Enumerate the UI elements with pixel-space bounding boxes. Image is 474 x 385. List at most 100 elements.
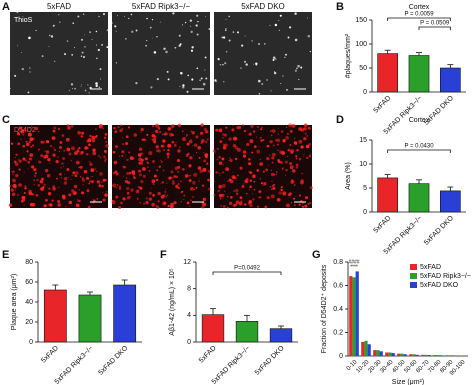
speckle xyxy=(60,167,63,169)
speckle xyxy=(23,199,26,202)
speckle xyxy=(80,86,82,87)
stain-label: D54D2 xyxy=(14,127,36,134)
speckle xyxy=(300,128,304,132)
speckle xyxy=(235,200,240,205)
speckle xyxy=(257,205,260,208)
speckle xyxy=(177,183,180,186)
speckle xyxy=(52,129,56,133)
speckle xyxy=(12,173,14,176)
speckle xyxy=(299,194,302,197)
speckle xyxy=(274,58,277,60)
speckle xyxy=(155,145,159,149)
speckle xyxy=(102,198,106,202)
speckle xyxy=(57,156,59,158)
speckle xyxy=(97,155,100,158)
speckle xyxy=(191,130,195,135)
speckle xyxy=(59,140,63,144)
speckle xyxy=(202,82,206,86)
speckle xyxy=(125,177,128,179)
speckle xyxy=(112,172,116,175)
speckle xyxy=(295,157,298,160)
speckle xyxy=(164,190,167,193)
speckle xyxy=(241,124,244,126)
speckle xyxy=(21,195,26,200)
speckle xyxy=(67,176,69,178)
speckle xyxy=(151,18,154,21)
speckle xyxy=(58,146,62,149)
speckle xyxy=(95,84,98,88)
speckle xyxy=(258,146,260,148)
speckle xyxy=(90,168,95,173)
speckle xyxy=(218,193,223,198)
speckle xyxy=(191,145,193,147)
speckle xyxy=(139,201,142,204)
speckle xyxy=(156,36,158,38)
speckle xyxy=(263,182,267,186)
speckle xyxy=(150,187,152,189)
speckle xyxy=(68,152,72,156)
speckle xyxy=(207,178,210,182)
speckle xyxy=(294,38,298,42)
speckle xyxy=(280,186,284,189)
speckle xyxy=(279,14,282,17)
speckle xyxy=(234,188,239,193)
speckle xyxy=(243,183,245,185)
speckle xyxy=(99,68,102,71)
speckle xyxy=(72,22,75,25)
p-value: P = 0.0430 xyxy=(404,144,434,150)
speckle xyxy=(172,177,174,179)
speckle xyxy=(144,157,148,161)
speckle xyxy=(148,197,152,201)
speckle xyxy=(88,143,91,147)
y-tick-label: 60 xyxy=(25,279,33,286)
speckle xyxy=(95,30,98,33)
speckle xyxy=(285,174,287,176)
speckle xyxy=(22,133,25,136)
speckle xyxy=(172,180,175,183)
speckle xyxy=(66,137,70,142)
speckle xyxy=(34,126,39,131)
speckle xyxy=(30,145,33,148)
speckle xyxy=(222,133,225,136)
speckle xyxy=(88,160,90,162)
speckle xyxy=(151,179,156,184)
speckle xyxy=(97,48,101,52)
speckle xyxy=(271,185,274,188)
speckle xyxy=(301,172,303,175)
speckle xyxy=(225,167,230,171)
bracket xyxy=(418,26,451,30)
speckle xyxy=(87,138,92,143)
speckle xyxy=(271,156,275,160)
speckle xyxy=(140,152,144,156)
speckle xyxy=(208,28,211,31)
speckle xyxy=(190,139,192,141)
speckle xyxy=(289,192,291,194)
speckle xyxy=(200,77,203,80)
speckle xyxy=(274,23,278,27)
speckle xyxy=(171,140,175,144)
speckle xyxy=(232,171,234,173)
legend-label: 5xFAD DKO xyxy=(420,282,459,289)
speckle xyxy=(170,170,174,174)
speckle xyxy=(14,162,19,167)
speckle xyxy=(305,144,310,149)
speckle xyxy=(48,46,50,48)
speckle xyxy=(288,26,292,29)
speckle xyxy=(227,180,229,182)
speckle xyxy=(75,160,80,165)
speckle xyxy=(164,188,166,190)
speckle xyxy=(158,165,161,168)
speckle xyxy=(295,67,298,70)
speckle xyxy=(252,193,253,195)
speckle xyxy=(184,174,189,178)
speckle xyxy=(148,151,153,156)
panel-letter: G xyxy=(312,249,321,261)
speckle xyxy=(300,66,303,69)
speckle xyxy=(205,16,207,18)
speckle xyxy=(186,142,190,146)
speckle xyxy=(37,148,40,151)
speckle xyxy=(309,50,312,53)
speckle xyxy=(52,24,55,27)
speckle xyxy=(41,177,44,181)
